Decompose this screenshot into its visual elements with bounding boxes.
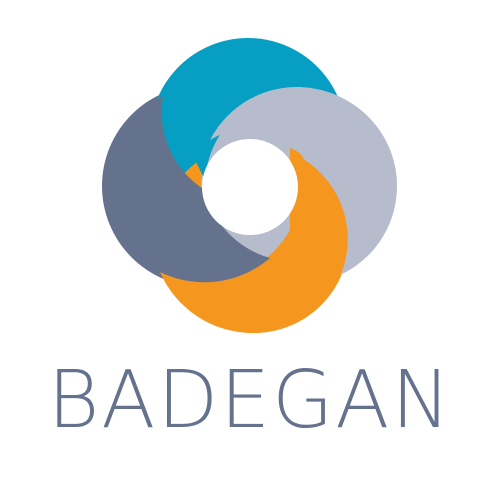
- teal-overlap: [163, 43, 336, 180]
- orange-overlap: [160, 148, 349, 334]
- light-gray-overlap: [210, 86, 396, 272]
- swirl-logo-icon: [102, 38, 397, 334]
- brand-wordmark: BADEGAN: [47, 354, 453, 446]
- slate-overlap: [110, 96, 270, 283]
